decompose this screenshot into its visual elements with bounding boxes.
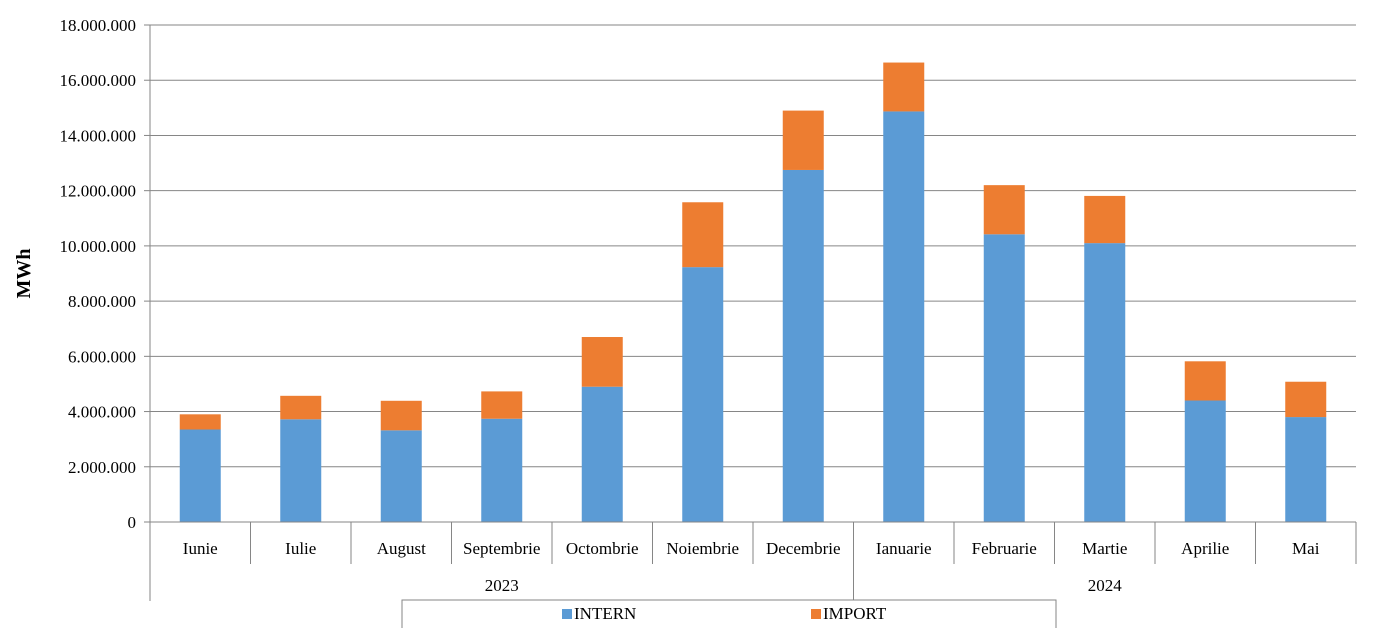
y-tick-label: 12.000.000 [60, 182, 137, 201]
year-group-labels: 2023 2024 [485, 576, 1123, 595]
y-tick-label: 10.000.000 [60, 237, 137, 256]
bar-import-septembrie [481, 391, 523, 419]
bar-intern-octombrie [581, 386, 623, 522]
x-tick-label: Ianuarie [876, 539, 932, 558]
bar-intern-mai [1285, 417, 1327, 522]
x-tick-label: Aprilie [1181, 539, 1229, 558]
y-tick-label: 2.000.000 [68, 458, 136, 477]
bar-intern-februarie [983, 234, 1025, 522]
y-tick-label: 8.000.000 [68, 292, 136, 311]
legend-box [401, 599, 1057, 628]
bar-intern-decembrie [782, 169, 824, 523]
bar-import-ianuarie [883, 62, 925, 112]
bar-intern-septembrie [481, 418, 523, 522]
y-tick-label: 14.000.000 [60, 126, 137, 145]
bar-intern-aprilie [1184, 400, 1226, 522]
x-tick-label: August [377, 539, 426, 558]
legend-swatch-import [811, 609, 821, 619]
bar-intern-martie [1084, 243, 1126, 522]
axes [144, 24, 1357, 601]
bar-import-iunie [179, 414, 221, 430]
bar-import-august [380, 400, 422, 431]
bar-intern-august [380, 430, 422, 522]
legend: INTERN IMPORT [401, 599, 1057, 628]
bar-import-aprilie [1184, 361, 1226, 401]
legend-label-intern: INTERN [574, 604, 636, 623]
y-tick-label: 16.000.000 [60, 71, 137, 90]
x-tick-label: Octombrie [566, 539, 639, 558]
legend-swatch-intern [562, 609, 572, 619]
x-tick-label: Iulie [285, 539, 316, 558]
y-tick-label: 6.000.000 [68, 347, 136, 366]
x-tick-label: Noiembrie [666, 539, 739, 558]
gridlines [150, 24, 1356, 468]
x-tick-labels: Iunie Iulie August Septembrie Octombrie Noiem… [183, 539, 1320, 558]
legend-label-import: IMPORT [823, 604, 887, 623]
y-tick-label: 18.000.000 [60, 16, 137, 35]
y-tick-label: 0 [128, 513, 137, 532]
x-tick-label: Septembrie [463, 539, 540, 558]
y-axis-title: MWh [13, 249, 35, 299]
bar-import-februarie [983, 185, 1025, 235]
year-label: 2023 [485, 576, 519, 595]
bar-import-iulie [280, 395, 322, 420]
bar-import-martie [1084, 195, 1126, 244]
bar-intern-iunie [179, 429, 221, 522]
bar-import-mai [1285, 381, 1327, 418]
bar-intern-ianuarie [883, 111, 925, 522]
bar-import-decembrie [782, 110, 824, 170]
bars [179, 62, 1327, 523]
bar-import-octombrie [581, 337, 623, 387]
bar-import-noiembrie [682, 202, 724, 268]
bar-intern-noiembrie [682, 267, 724, 522]
x-tick-label: Martie [1082, 539, 1127, 558]
x-tick-label: Februarie [972, 539, 1037, 558]
x-tick-label: Mai [1292, 539, 1320, 558]
y-tick-label: 4.000.000 [68, 403, 136, 422]
x-tick-label: Iunie [183, 539, 218, 558]
x-tick-label: Decembrie [766, 539, 841, 558]
y-tick-labels: 0 2.000.000 4.000.000 6.000.000 8.000.000 10.… [60, 16, 137, 532]
year-label: 2024 [1088, 576, 1123, 595]
bar-intern-iulie [280, 419, 322, 522]
